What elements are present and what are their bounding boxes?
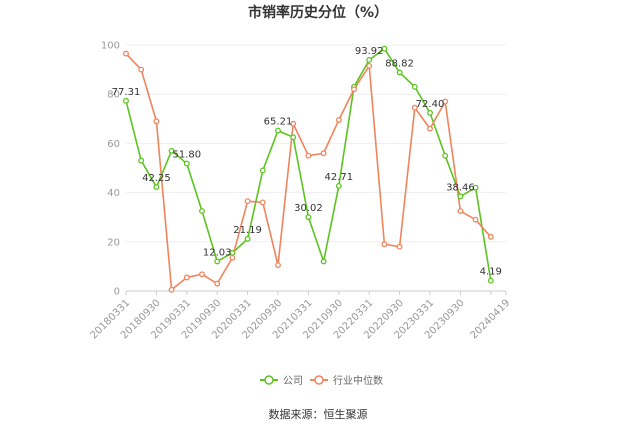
data-point[interactable] xyxy=(427,125,433,132)
data-point[interactable] xyxy=(199,271,205,278)
x-tick-label: 20240419 xyxy=(469,298,513,342)
data-label: 88.82 xyxy=(385,59,414,70)
series-lines xyxy=(123,45,494,293)
data-point[interactable] xyxy=(442,152,449,159)
y-tick-label: 60 xyxy=(107,139,120,150)
data-label: 12.03 xyxy=(203,247,232,258)
data-point[interactable] xyxy=(427,109,433,116)
y-tick-label: 80 xyxy=(107,90,120,101)
data-point[interactable] xyxy=(183,160,190,167)
legend: 公司 行业中位数 xyxy=(260,374,383,387)
data-point[interactable] xyxy=(123,50,129,57)
x-axis: 2018033120180930201903312019093020200331… xyxy=(89,291,513,342)
data-point[interactable] xyxy=(244,235,251,242)
data-point[interactable] xyxy=(259,199,266,206)
data-point[interactable] xyxy=(472,184,479,191)
data-point[interactable] xyxy=(472,216,479,223)
data-point[interactable] xyxy=(411,104,418,111)
legend-company-marker xyxy=(264,375,274,385)
data-point[interactable] xyxy=(305,214,312,221)
data-point[interactable] xyxy=(457,193,464,200)
data-point[interactable] xyxy=(351,86,357,93)
data-point[interactable] xyxy=(487,233,494,240)
data-point[interactable] xyxy=(396,69,403,76)
data-point[interactable] xyxy=(214,258,221,265)
data-point[interactable] xyxy=(305,152,312,159)
legend-item-company[interactable]: 公司 xyxy=(260,375,303,387)
data-label: 42.71 xyxy=(324,172,353,183)
data-point[interactable] xyxy=(396,243,403,250)
data-point[interactable] xyxy=(168,147,175,154)
data-point[interactable] xyxy=(214,280,221,287)
data-point[interactable] xyxy=(183,274,190,281)
data-label: 38.46 xyxy=(446,182,475,193)
legend-industry-marker xyxy=(314,375,324,385)
data-point[interactable] xyxy=(244,198,251,205)
data-label: 42.25 xyxy=(142,173,171,184)
data-point[interactable] xyxy=(153,184,160,191)
data-point[interactable] xyxy=(366,62,373,69)
data-point[interactable] xyxy=(335,182,342,189)
legend-item-industry-median[interactable]: 行业中位数 xyxy=(310,374,383,387)
data-label: 72.40 xyxy=(416,99,445,110)
data-point[interactable] xyxy=(138,157,145,164)
data-point[interactable] xyxy=(275,127,281,134)
data-point[interactable] xyxy=(381,241,388,248)
data-label: 30.02 xyxy=(294,203,323,214)
data-label: 21.19 xyxy=(233,225,262,236)
data-point[interactable] xyxy=(153,118,160,125)
data-point[interactable] xyxy=(320,150,327,157)
data-point[interactable] xyxy=(290,134,297,141)
data-point[interactable] xyxy=(290,120,297,127)
data-label: 65.21 xyxy=(264,117,293,128)
data-point[interactable] xyxy=(229,254,236,261)
data-point[interactable] xyxy=(442,98,449,105)
data-label: 51.80 xyxy=(172,150,201,161)
data-point[interactable] xyxy=(199,208,205,214)
data-point[interactable] xyxy=(457,208,464,214)
y-tick-label: 40 xyxy=(107,188,120,199)
data-point[interactable] xyxy=(168,286,175,293)
data-label: 93.92 xyxy=(355,46,384,57)
data-point[interactable] xyxy=(275,262,281,269)
data-point[interactable] xyxy=(259,167,266,174)
grid-lines xyxy=(126,44,506,292)
data-point[interactable] xyxy=(320,258,327,265)
legend-industry-label: 行业中位数 xyxy=(333,374,383,387)
data-point[interactable] xyxy=(487,277,494,284)
y-axis: 0 20 40 60 80 100 xyxy=(101,41,120,298)
data-point[interactable] xyxy=(381,45,388,52)
data-source: 数据来源：恒生聚源 xyxy=(269,407,368,421)
series-line-1 xyxy=(125,53,492,291)
data-point[interactable] xyxy=(335,117,342,123)
series-line-0 xyxy=(125,47,492,281)
data-point[interactable] xyxy=(138,66,145,73)
data-label: 77.31 xyxy=(112,87,141,98)
data-point[interactable] xyxy=(411,83,418,90)
chart-title: 市销率历史分位（%） xyxy=(248,4,388,21)
y-tick-label: 20 xyxy=(107,237,120,248)
y-tick-label: 100 xyxy=(101,41,120,52)
y-tick-label: 0 xyxy=(114,287,120,298)
data-label: 4.19 xyxy=(480,267,502,278)
legend-company-label: 公司 xyxy=(283,376,303,387)
data-point[interactable] xyxy=(366,57,373,63)
data-point[interactable] xyxy=(123,97,129,104)
